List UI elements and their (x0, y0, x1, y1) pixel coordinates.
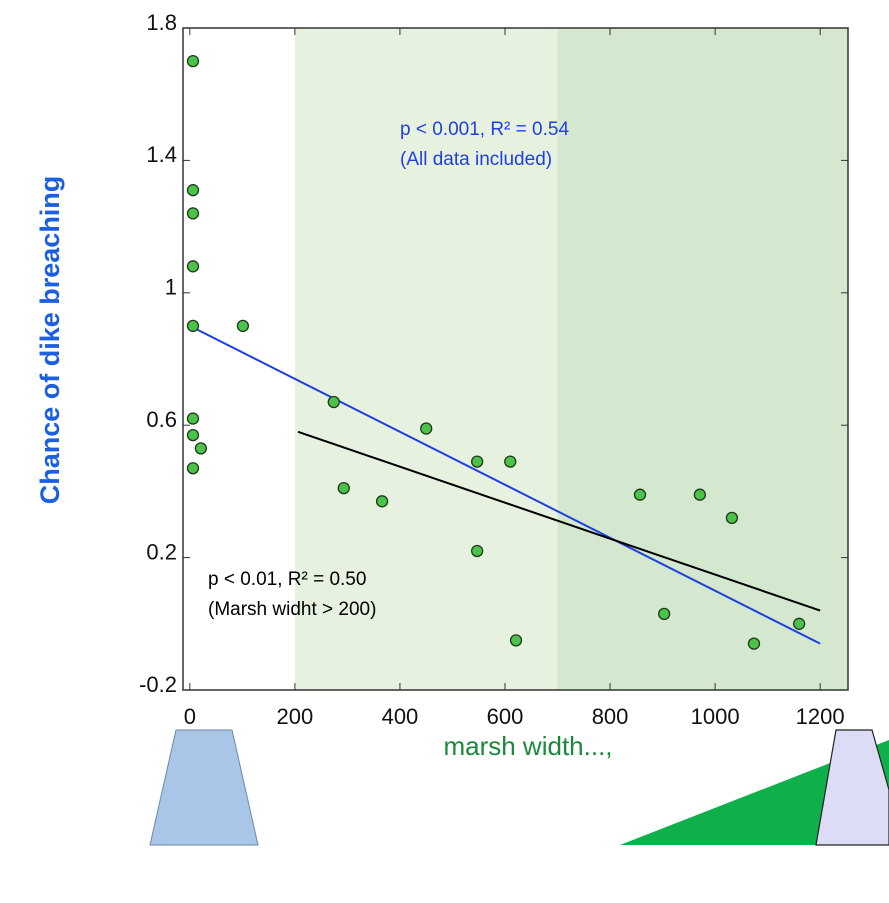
data-point (337, 481, 350, 495)
data-point (725, 511, 739, 525)
data-point (194, 442, 208, 455)
data-point (658, 607, 671, 621)
data-point (186, 319, 200, 333)
y-tick-label: 0.2 (146, 539, 177, 564)
x-tick-label: 200 (277, 704, 314, 729)
data-point (747, 637, 761, 650)
x-tick-label: 1000 (691, 704, 740, 729)
data-point (186, 428, 200, 442)
data-point (236, 319, 250, 333)
shaded-region (294, 28, 558, 690)
x-tick-label: 1200 (796, 704, 845, 729)
data-point (420, 422, 433, 435)
data-point (186, 184, 200, 197)
x-tick-label: 0 (184, 704, 196, 729)
data-point (792, 617, 806, 630)
y-tick-label: 0.6 (146, 407, 177, 432)
fit-annotation: (All data included) (400, 149, 552, 170)
plot-frame (182, 27, 849, 691)
data-point (509, 634, 523, 647)
y-tick-label: 1 (165, 275, 177, 300)
dike-shape-right (815, 729, 889, 846)
data-point (186, 54, 200, 68)
data-point (327, 395, 340, 409)
shaded-region (557, 28, 848, 690)
y-tick-label: 1.4 (146, 142, 177, 167)
x-tick-label: 600 (487, 704, 524, 729)
data-point (186, 207, 200, 220)
fit-line (297, 430, 821, 612)
fit-annotation: p < 0.01, R² = 0.50 (208, 569, 366, 590)
data-point (186, 462, 200, 475)
dike-shape-left (149, 729, 259, 846)
fit-annotation: (Marsh widht > 200) (208, 599, 376, 620)
fit-line (189, 325, 821, 645)
data-point (504, 455, 517, 468)
data-point (186, 260, 200, 273)
x-axis-label: marsh width..., (443, 731, 612, 761)
data-point (633, 488, 647, 501)
data-point (471, 455, 484, 468)
x-tick-label: 400 (382, 704, 419, 729)
y-axis-label: Chance of dike breaching (35, 176, 65, 505)
y-tick-label: 1.8 (146, 10, 177, 35)
x-tick-label: 800 (592, 704, 629, 729)
data-point (186, 412, 200, 425)
data-point (471, 544, 484, 558)
data-point (375, 495, 389, 508)
y-tick-label: -0.2 (139, 672, 177, 697)
fit-annotation: p < 0.001, R² = 0.54 (400, 119, 569, 140)
background-layer (183, 28, 848, 690)
data-point (693, 488, 707, 501)
